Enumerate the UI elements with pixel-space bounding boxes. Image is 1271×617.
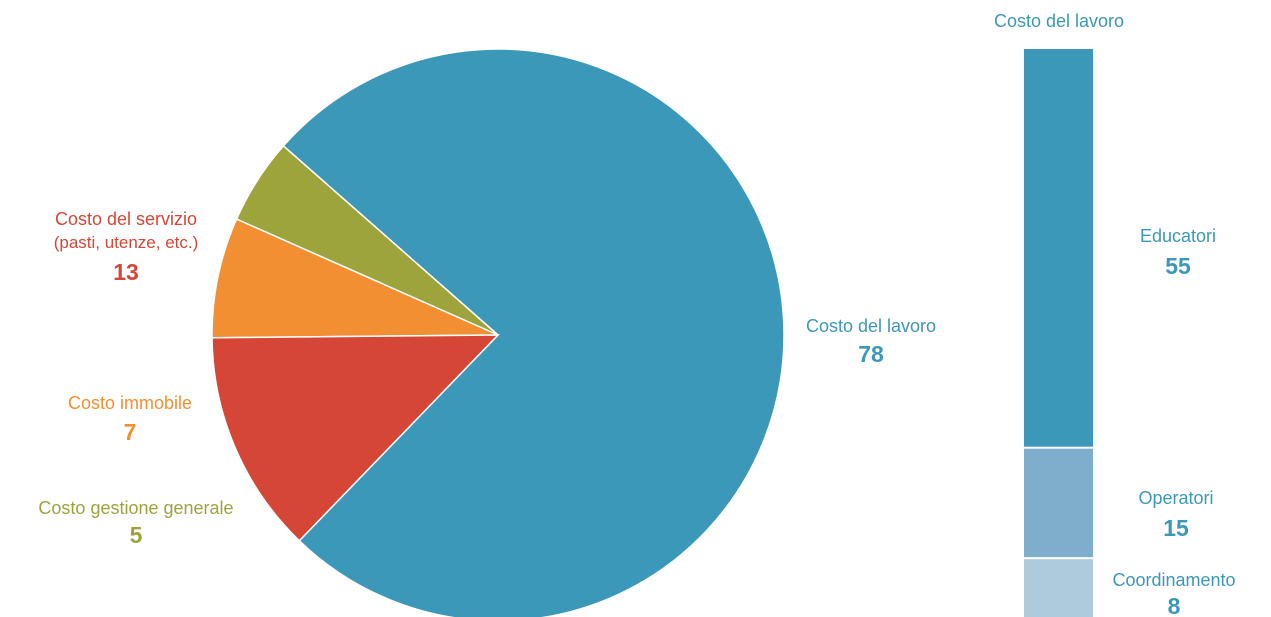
pie-chart <box>211 48 785 617</box>
bar-segment-operatori <box>1024 448 1093 558</box>
pie-slice-immobile <box>211 218 499 339</box>
slice-label-costo-gestione-generale: Costo gestione generale <box>38 498 233 518</box>
pie-slice-servizio <box>211 334 500 542</box>
bar-title: Costo del lavoro <box>994 11 1124 31</box>
bar-labels: Educatori 55 Operatori 15 Coordinamento … <box>1112 226 1235 617</box>
slice-value-costo-del-servizio: 13 <box>113 259 139 285</box>
slice-value-costo-gestione-generale: 5 <box>130 522 143 548</box>
bar-segment-educatori <box>1024 49 1093 447</box>
segment-label-coordinamento: Coordinamento <box>1112 570 1235 590</box>
pie-slice-lavoro <box>282 48 785 617</box>
slice-sublabel-costo-del-servizio: (pasti, utenze, etc.) <box>54 233 199 252</box>
stacked-bar-chart: Costo del lavoro <box>994 11 1124 617</box>
segment-value-operatori: 15 <box>1163 515 1189 541</box>
slice-value-costo-immobile: 7 <box>124 419 137 445</box>
slice-label-costo-del-servizio: Costo del servizio <box>55 209 197 229</box>
slice-value-costo-del-lavoro: 78 <box>858 341 884 367</box>
bar-segment-coordinamento <box>1024 559 1093 617</box>
segment-value-educatori: 55 <box>1165 253 1191 279</box>
slice-label-costo-immobile: Costo immobile <box>68 393 192 413</box>
pie-labels: Costo del lavoro 78 Costo del servizio (… <box>38 209 936 548</box>
segment-value-coordinamento: 8 <box>1168 593 1181 617</box>
segment-label-educatori: Educatori <box>1140 226 1216 246</box>
segment-label-operatori: Operatori <box>1138 488 1213 508</box>
slice-label-costo-del-lavoro: Costo del lavoro <box>806 316 936 336</box>
